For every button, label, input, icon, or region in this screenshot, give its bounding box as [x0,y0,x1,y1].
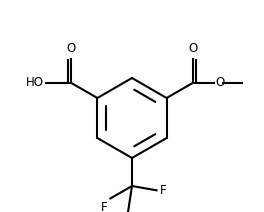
Text: O: O [216,77,225,89]
Text: HO: HO [25,77,43,89]
Text: F: F [160,184,166,197]
Text: F: F [101,201,107,212]
Text: O: O [67,42,76,55]
Text: O: O [188,42,197,55]
